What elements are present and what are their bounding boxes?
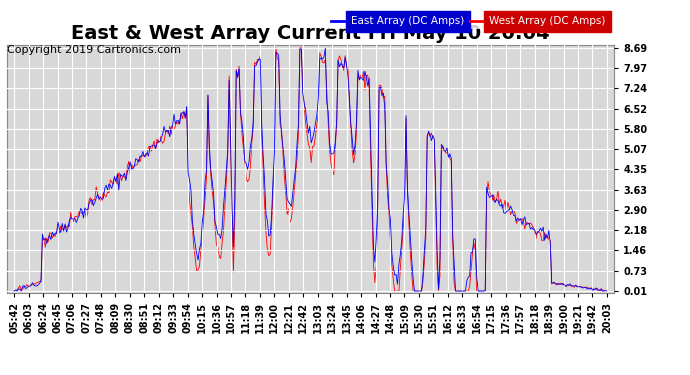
- Title: East & West Array Current Fri May 10 20:04: East & West Array Current Fri May 10 20:…: [71, 24, 550, 44]
- Legend: East Array (DC Amps), West Array (DC Amps): East Array (DC Amps), West Array (DC Amp…: [328, 13, 609, 29]
- Text: Copyright 2019 Cartronics.com: Copyright 2019 Cartronics.com: [7, 45, 181, 55]
